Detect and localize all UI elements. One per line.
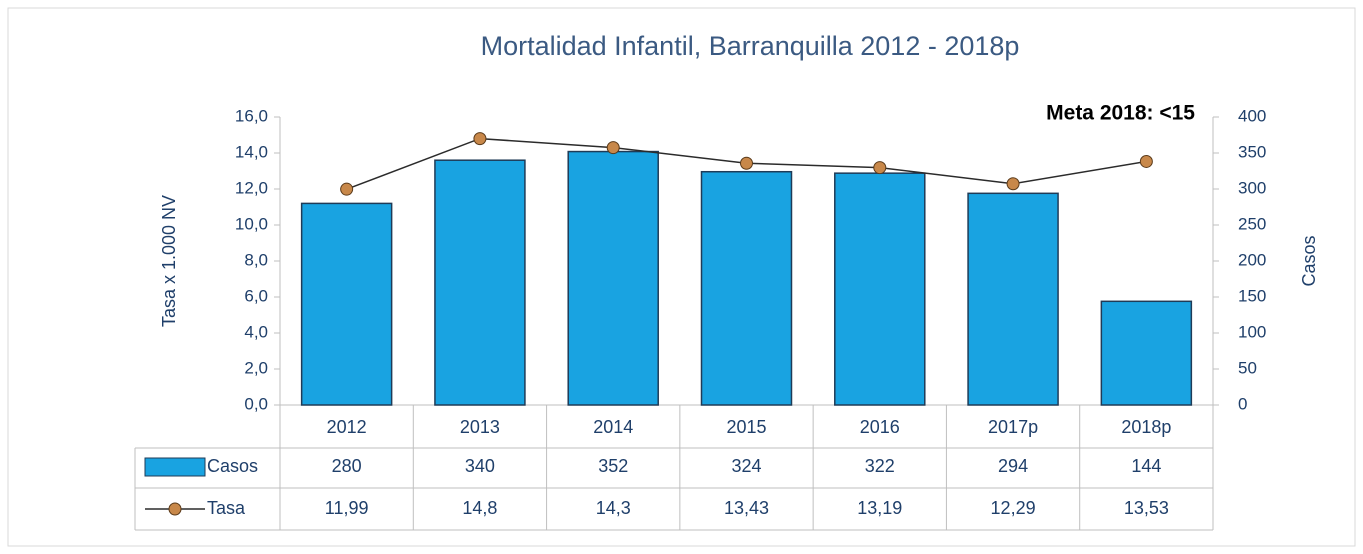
- y-tick-label: 12,0: [235, 178, 268, 197]
- table-value: 13,43: [724, 498, 769, 518]
- y2-tick-label: 200: [1238, 250, 1266, 269]
- marker: [873, 161, 887, 175]
- bar: [967, 192, 1059, 406]
- table-value: 14,3: [596, 498, 631, 518]
- marker: [606, 141, 620, 155]
- y2-tick-label: 50: [1238, 358, 1257, 377]
- chart-title: Mortalidad Infantil, Barranquilla 2012 -…: [481, 31, 1020, 61]
- x-tick-label: 2017p: [988, 417, 1038, 437]
- table-value: 340: [465, 456, 495, 476]
- bar: [567, 150, 659, 406]
- table-value: 294: [998, 456, 1028, 476]
- bar: [434, 159, 526, 406]
- y-tick-label: 16,0: [235, 106, 268, 125]
- x-tick-label: 2012: [327, 417, 367, 437]
- table-value: 322: [865, 456, 895, 476]
- y2-tick-label: 150: [1238, 286, 1266, 305]
- marker: [340, 182, 354, 196]
- y2-tick-label: 100: [1238, 322, 1266, 341]
- y2-tick-label: 250: [1238, 214, 1266, 233]
- y-tick-label: 0,0: [244, 394, 268, 413]
- y-tick-label: 6,0: [244, 286, 268, 305]
- y2-axis-label: Casos: [1299, 235, 1319, 286]
- table-value: 352: [598, 456, 628, 476]
- table-value: 144: [1131, 456, 1161, 476]
- table-value: 13,19: [857, 498, 902, 518]
- x-tick-label: 2018p: [1121, 417, 1171, 437]
- marker: [740, 156, 753, 170]
- table-value: 13,53: [1124, 498, 1169, 518]
- bar: [300, 202, 393, 406]
- marker: [473, 132, 487, 146]
- table-value: 280: [332, 456, 362, 476]
- y2-tick-label: 350: [1238, 142, 1266, 161]
- x-tick-label: 2016: [860, 417, 900, 437]
- legend-label: Casos: [207, 456, 258, 476]
- x-tick-label: 2015: [726, 417, 766, 437]
- bar: [834, 172, 926, 406]
- table-value: 11,99: [325, 498, 369, 518]
- chart-frame: [7, 7, 1356, 547]
- bar: [700, 170, 793, 406]
- x-tick-label: 2013: [460, 417, 500, 437]
- y-axis-label: Tasa x 1.000 NV: [159, 195, 179, 327]
- y-tick-label: 4,0: [244, 322, 268, 341]
- y-tick-label: 10,0: [235, 214, 268, 233]
- legend-swatch: [144, 457, 206, 477]
- y-tick-label: 14,0: [235, 142, 268, 161]
- legend-label: Tasa: [207, 498, 246, 518]
- marker: [1139, 154, 1153, 168]
- table-value: 12,29: [991, 498, 1036, 518]
- table-value: 14,8: [462, 498, 497, 518]
- bar: [1100, 300, 1193, 406]
- y2-tick-label: 300: [1238, 178, 1266, 197]
- y2-tick-label: 0: [1238, 394, 1247, 413]
- annotation: Meta 2018: <15: [1046, 102, 1195, 125]
- x-tick-label: 2014: [593, 417, 633, 437]
- y2-tick-label: 400: [1238, 106, 1266, 125]
- y-tick-label: 2,0: [244, 358, 268, 377]
- legend-marker: [168, 502, 182, 516]
- y-tick-label: 8,0: [244, 250, 268, 269]
- marker: [1006, 177, 1020, 191]
- table-value: 324: [731, 456, 761, 476]
